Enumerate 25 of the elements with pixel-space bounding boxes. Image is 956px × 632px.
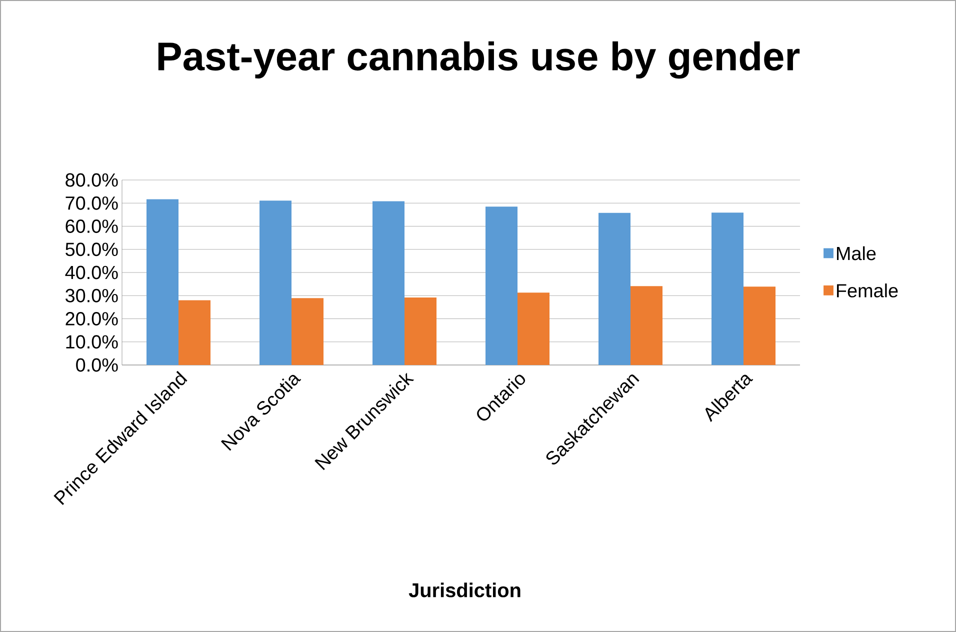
y-tick-label: 0.0% — [76, 358, 118, 372]
bar — [260, 200, 292, 365]
y-tick-label: 70.0% — [66, 196, 118, 210]
bar — [292, 298, 324, 365]
y-tick-label: 50.0% — [66, 242, 118, 256]
y-tick-label: 30.0% — [66, 288, 118, 302]
legend-label: Male — [836, 246, 876, 260]
bar — [744, 286, 776, 365]
y-tick-label: 40.0% — [65, 266, 118, 280]
y-tick-label: 60.0% — [66, 220, 118, 233]
chart-title: Past-year cannabis use by gender — [158, 41, 800, 79]
bar — [404, 297, 437, 365]
bar — [146, 199, 178, 365]
bar — [712, 212, 744, 365]
y-tick-label: 10.0% — [66, 335, 118, 349]
y-tick-label: 80.0% — [66, 173, 118, 187]
bar — [598, 212, 631, 365]
bar — [486, 206, 518, 365]
bar — [372, 201, 405, 365]
legend-label: Female — [836, 283, 898, 298]
y-tick-label: 20.0% — [66, 312, 118, 326]
bar — [630, 286, 663, 365]
x-axis-title: Jurisdiction — [408, 582, 520, 598]
bar — [518, 292, 550, 365]
bar — [178, 300, 210, 365]
